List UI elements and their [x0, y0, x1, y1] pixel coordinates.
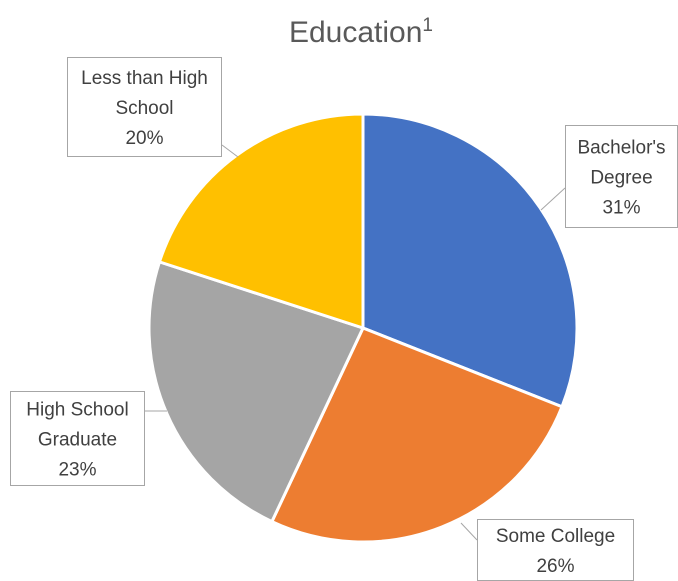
callout-box: [10, 391, 145, 486]
pie-slice-less-than-high-school: [157, 112, 365, 330]
callout-some-college: Some College 26%: [460, 519, 634, 581]
callout-leader-line: [540, 187, 566, 211]
callout-leader-line: [460, 522, 478, 541]
callout-bachelor-s-degree: Bachelor's Degree 31%: [540, 125, 678, 228]
callout-value: 23%: [58, 460, 96, 481]
callout-label-line: Less than High: [81, 68, 208, 89]
pie-slice-high-school-graduate: [147, 260, 365, 524]
chart-title-main: Education: [289, 16, 422, 49]
callout-label-line: Bachelor's: [577, 138, 665, 159]
callout-leader-line: [221, 144, 239, 158]
data-labels: Bachelor's Degree 31% Some College 26% High S…: [10, 57, 678, 581]
callout-value: 26%: [536, 556, 574, 577]
callout-high-school-graduate: High School Graduate 23%: [10, 391, 167, 486]
callout-value: 31%: [602, 198, 640, 219]
chart-title-superscript: 1: [422, 15, 433, 36]
callout-less-than-high-school: Less than High School 20%: [67, 57, 239, 158]
callout-box: [67, 57, 222, 157]
callout-box: [565, 125, 678, 228]
callout-label-line: Some College: [496, 526, 615, 547]
chart-title: Education1: [289, 15, 433, 49]
callout-label-line: High School: [26, 400, 128, 421]
pie-slice-some-college: [270, 326, 564, 544]
pie-slice-bachelor-s-degree: [361, 112, 579, 409]
callout-box: [477, 519, 634, 581]
callout-label-line: Degree: [590, 168, 652, 189]
callout-label-line: School: [115, 98, 173, 119]
callout-value: 20%: [125, 128, 163, 149]
callout-label-line: Graduate: [38, 430, 117, 451]
pie-slices: [147, 112, 579, 544]
